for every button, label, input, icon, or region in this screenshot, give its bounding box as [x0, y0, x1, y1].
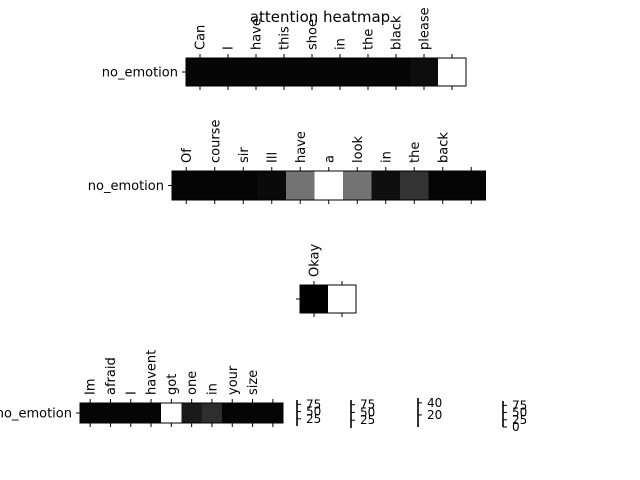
- heatmap-cell: [182, 403, 203, 423]
- heatmap-cell: [438, 58, 466, 86]
- token-label: this: [278, 26, 293, 50]
- heatmap-cell: [328, 285, 356, 313]
- token-label: afraid: [104, 357, 119, 395]
- heatmap-cell: [214, 58, 242, 86]
- token-label: have: [294, 131, 309, 163]
- heatmap-cell: [326, 58, 354, 86]
- heatmap-cell: [410, 58, 438, 86]
- colorbar-tick-label: 20: [427, 408, 442, 422]
- heatmap-cell: [121, 403, 142, 423]
- heatmap-panel-3: Okay: [296, 244, 356, 317]
- token-label: please: [418, 7, 433, 50]
- heatmap-cell: [201, 171, 230, 200]
- token-label: have: [250, 18, 265, 50]
- token-label: got: [165, 374, 180, 395]
- token-label: I: [124, 391, 139, 395]
- heatmap-cell: [354, 58, 382, 86]
- token-label: Okay: [308, 244, 323, 277]
- token-label: size: [246, 370, 261, 395]
- heatmap-cell: [315, 171, 344, 200]
- heatmap-cell: [242, 58, 270, 86]
- heatmap-cell: [229, 171, 258, 200]
- heatmap-cell: [457, 171, 486, 200]
- token-label: I: [222, 46, 237, 50]
- row-label: no_emotion: [88, 179, 164, 194]
- heatmap-panel-2: Of course sir Ill have a look in the back no_emoti…: [88, 120, 486, 204]
- colorbar-tick-label: 25: [306, 412, 321, 426]
- heatmap-cell: [343, 171, 372, 200]
- token-label: the: [408, 142, 423, 163]
- row-label: no_emotion: [102, 66, 178, 81]
- heatmap-cell: [372, 171, 401, 200]
- heatmap-cell: [222, 403, 243, 423]
- token-label: black: [390, 15, 405, 50]
- heatmap-cell: [400, 171, 429, 200]
- heatmap-cell: [172, 171, 201, 200]
- heatmap-cell: [100, 403, 121, 423]
- heatmap-cell: [270, 58, 298, 86]
- token-label: in: [205, 383, 220, 395]
- token-label: a: [322, 155, 337, 163]
- token-label: course: [208, 120, 223, 163]
- token-label: your: [226, 365, 241, 395]
- heatmap-cell: [300, 285, 328, 313]
- heatmap-cell: [263, 403, 284, 423]
- token-label: sir: [237, 147, 252, 163]
- token-label: look: [351, 135, 366, 163]
- heatmap-cell: [141, 403, 162, 423]
- heatmap-cell: [202, 403, 223, 423]
- colorbar-tick-label: 0: [512, 420, 520, 434]
- heatmap-cell: [286, 171, 315, 200]
- token-label: Of: [180, 148, 195, 163]
- heatmap-cell: [429, 171, 458, 200]
- token-label: in: [334, 38, 349, 50]
- token-label: Ill: [265, 152, 280, 163]
- token-label: Im: [84, 379, 99, 396]
- heatmap-cell: [242, 403, 263, 423]
- heatmap-cell: [382, 58, 410, 86]
- heatmap-cell: [298, 58, 326, 86]
- row-label: no_emotion: [0, 407, 72, 422]
- token-label: back: [436, 132, 451, 163]
- heatmap-cell: [161, 403, 182, 423]
- token-label: in: [379, 151, 394, 163]
- token-label: shoe: [306, 19, 321, 50]
- heatmap-cell: [186, 58, 214, 86]
- token-label: the: [362, 29, 377, 50]
- token-label: Can: [194, 25, 209, 50]
- heatmap-cell: [80, 403, 101, 423]
- colorbar-tick-label: 25: [360, 413, 375, 427]
- heatmap-cell: [258, 171, 287, 200]
- token-label: one: [185, 371, 200, 395]
- token-label: havent: [145, 350, 160, 395]
